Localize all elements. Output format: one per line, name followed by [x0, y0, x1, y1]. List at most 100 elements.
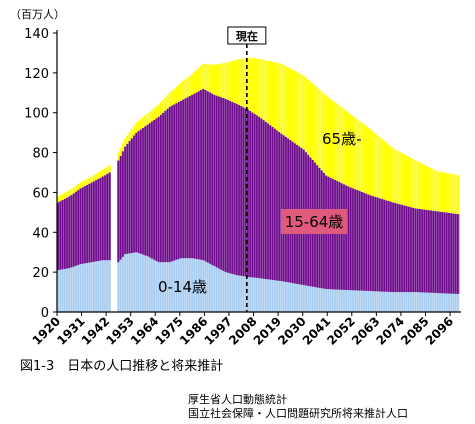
band-age-0-14 — [177, 258, 181, 312]
band-age-0-14 — [231, 273, 234, 312]
current-year-label: 現在 — [236, 29, 258, 43]
band-age-15-64 — [347, 186, 350, 291]
band-age-0-14 — [264, 279, 268, 312]
band-age-65-plus — [282, 65, 286, 136]
band-age-65-plus — [329, 99, 333, 178]
band-age-0-14 — [398, 292, 402, 312]
band-age-65-plus — [148, 111, 152, 124]
band-age-0-14 — [260, 278, 263, 312]
band-age-0-14 — [336, 289, 339, 312]
band-age-0-14 — [445, 293, 449, 312]
band-age-0-14 — [83, 263, 87, 312]
band-age-65-plus — [106, 166, 109, 174]
band-age-0-14 — [396, 292, 400, 312]
band-age-0-14 — [432, 292, 435, 312]
band-age-65-plus — [365, 126, 368, 194]
band-age-0-14 — [94, 261, 98, 312]
band-age-65-plus — [441, 172, 444, 212]
band-age-15-64 — [195, 92, 199, 259]
band-age-65-plus — [179, 82, 183, 101]
band-age-15-64 — [208, 92, 212, 264]
band-age-0-14 — [63, 268, 67, 312]
band-age-65-plus — [452, 174, 455, 214]
band-age-65-plus — [429, 168, 433, 211]
band-age-0-14 — [206, 262, 210, 312]
band-age-65-plus — [331, 100, 335, 179]
band-age-65-plus — [175, 86, 178, 104]
band-age-15-64 — [235, 103, 239, 276]
band-age-65-plus — [228, 61, 232, 101]
band-age-0-14 — [186, 258, 190, 312]
band-age-0-14 — [164, 262, 167, 312]
band-age-15-64 — [224, 98, 228, 273]
band-age-65-plus — [79, 182, 82, 189]
band-age-0-14 — [347, 290, 350, 312]
band-age-65-plus — [262, 59, 266, 121]
band-age-65-plus — [126, 135, 129, 144]
band-age-0-14 — [92, 261, 96, 312]
band-age-15-64 — [164, 110, 167, 263]
band-age-0-14 — [412, 292, 415, 312]
band-age-65-plus — [266, 60, 270, 124]
band-age-65-plus — [119, 147, 123, 156]
band-age-65-plus — [427, 167, 431, 211]
band-age-0-14 — [298, 284, 301, 312]
band-age-15-64 — [354, 189, 357, 291]
band-age-15-64 — [204, 90, 208, 262]
band-age-65-plus — [333, 102, 337, 180]
band-age-0-14 — [385, 291, 388, 312]
band-age-0-14 — [421, 292, 424, 312]
band-age-0-14 — [414, 292, 417, 312]
band-age-0-14 — [400, 292, 404, 312]
band-age-65-plus — [61, 194, 65, 200]
band-age-15-64 — [206, 91, 210, 263]
band-age-0-14 — [124, 254, 127, 312]
band-age-0-14 — [409, 292, 413, 312]
band-age-15-64 — [423, 209, 426, 293]
band-age-65-plus — [235, 59, 239, 104]
band-age-65-plus — [289, 68, 292, 141]
band-age-0-14 — [119, 259, 123, 312]
band-age-0-14 — [425, 292, 429, 312]
band-age-0-14 — [153, 259, 156, 312]
band-age-65-plus — [318, 89, 321, 168]
band-age-65-plus — [63, 192, 67, 199]
band-age-15-64 — [242, 107, 245, 277]
band-age-15-64 — [251, 112, 254, 278]
band-age-15-64 — [72, 193, 76, 267]
band-age-15-64 — [215, 95, 219, 268]
band-age-0-14 — [300, 284, 304, 312]
band-age-65-plus — [242, 58, 245, 108]
band-age-0-14 — [338, 289, 342, 312]
band-age-15-64 — [170, 105, 174, 262]
band-age-0-14 — [213, 266, 216, 312]
band-age-15-64 — [271, 126, 275, 280]
band-age-0-14 — [434, 292, 438, 312]
band-age-65-plus — [128, 132, 132, 142]
band-age-15-64 — [398, 204, 402, 293]
band-age-65-plus — [280, 63, 283, 134]
band-age-0-14 — [81, 263, 85, 312]
band-age-65-plus — [418, 162, 422, 209]
band-age-0-14 — [456, 293, 460, 312]
band-age-15-64 — [106, 173, 109, 261]
band-age-0-14 — [289, 282, 292, 312]
band-age-0-14 — [217, 268, 221, 312]
band-age-65-plus — [432, 169, 435, 211]
band-age-0-14 — [429, 292, 433, 312]
band-age-65-plus — [298, 73, 301, 147]
band-age-65-plus — [184, 79, 187, 99]
band-age-0-14 — [211, 264, 214, 312]
band-age-0-14 — [204, 261, 208, 312]
y-tick-label: 120 — [24, 67, 49, 82]
band-age-0-14 — [237, 275, 241, 312]
figure-caption: 図1-3 日本の人口推移と将来推計 — [20, 359, 224, 374]
band-age-15-64 — [405, 205, 409, 293]
band-age-65-plus — [161, 99, 165, 113]
band-age-0-14 — [144, 255, 147, 312]
band-age-0-14 — [273, 280, 277, 312]
band-age-0-14 — [57, 270, 60, 312]
band-age-65-plus — [275, 62, 279, 131]
band-age-65-plus — [287, 67, 290, 139]
band-age-65-plus — [195, 69, 199, 93]
